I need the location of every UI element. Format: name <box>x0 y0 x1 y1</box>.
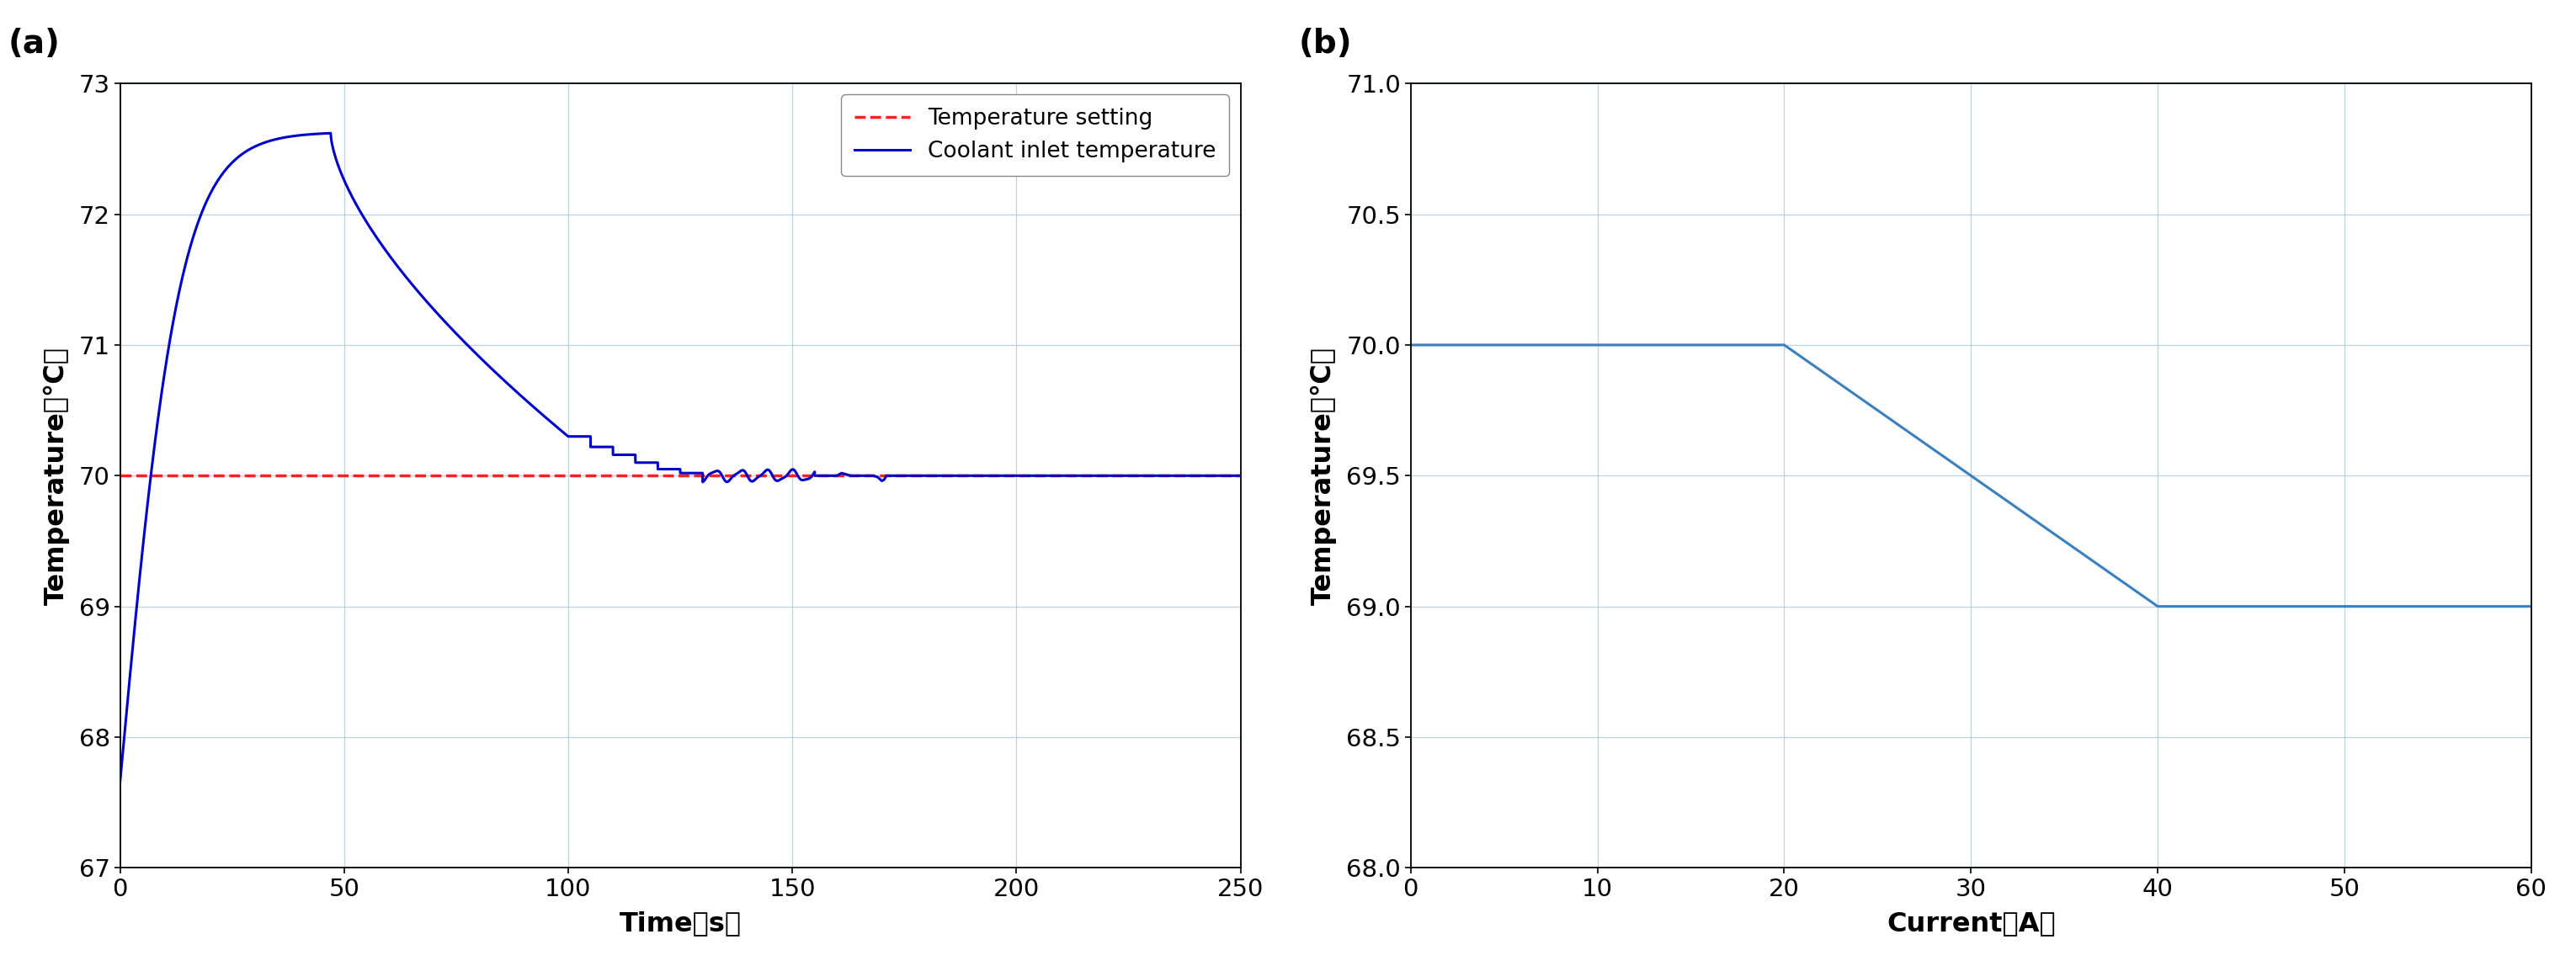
Legend: Temperature setting, Coolant inlet temperature: Temperature setting, Coolant inlet tempe… <box>842 95 1229 176</box>
X-axis label: Current（A）: Current（A） <box>1886 911 2056 937</box>
Y-axis label: Temperature（℃）: Temperature（℃） <box>44 347 70 605</box>
X-axis label: Time（s）: Time（s） <box>618 911 742 937</box>
Coolant inlet temperature <box>139 436 170 447</box>
Coolant inlet temperature <box>314 128 345 139</box>
Coolant inlet temperature <box>106 777 137 788</box>
Y-axis label: Temperature（℃）: Temperature（℃） <box>1311 347 1337 605</box>
Text: (b): (b) <box>1298 28 1352 60</box>
Coolant inlet temperature <box>574 441 605 453</box>
Line: Coolant inlet temperature: Coolant inlet temperature <box>121 133 1242 782</box>
Text: (a): (a) <box>8 28 59 60</box>
Coolant inlet temperature <box>258 134 289 146</box>
Coolant inlet temperature <box>453 341 484 353</box>
Coolant inlet temperature <box>1226 469 1257 481</box>
Coolant inlet temperature <box>502 387 533 399</box>
Coolant inlet temperature <box>392 273 422 285</box>
